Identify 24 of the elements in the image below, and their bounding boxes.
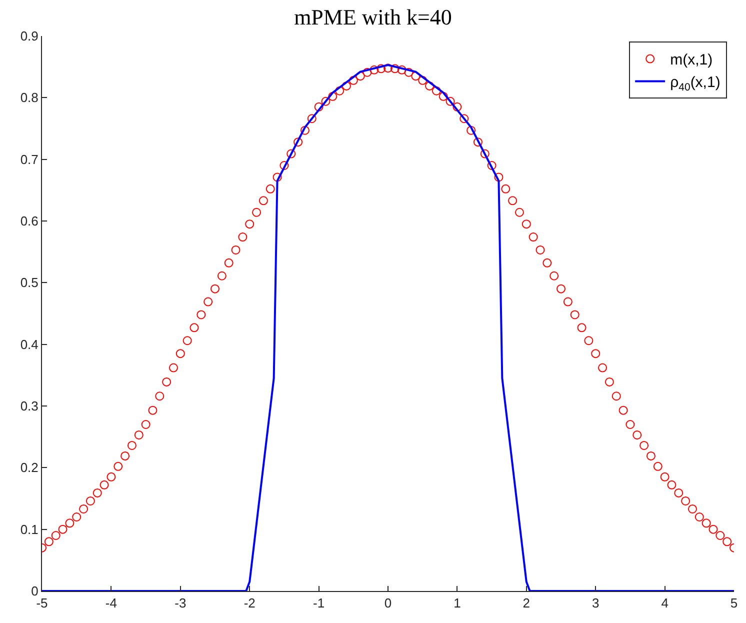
x-tick-label: -2 xyxy=(244,596,256,611)
y-tick-label: 0 xyxy=(31,584,38,599)
legend-label: m(x,1) xyxy=(670,52,713,69)
x-tick-label: -4 xyxy=(105,596,117,611)
y-tick-label: 0.8 xyxy=(20,90,38,106)
x-tick-label: -3 xyxy=(174,596,186,611)
x-tick-label: 3 xyxy=(592,596,600,611)
y-tick-label: 0.1 xyxy=(20,522,38,537)
x-tick-label: 2 xyxy=(522,596,530,611)
x-tick-label: 0 xyxy=(384,596,392,611)
y-tick-label: 0.5 xyxy=(20,275,38,290)
x-tick-label: -1 xyxy=(313,596,325,611)
x-tick-label: 4 xyxy=(661,596,668,611)
chart-title: mPME with k=40 xyxy=(294,4,452,30)
x-tick-label: -5 xyxy=(36,596,48,611)
y-tick-label: 0.2 xyxy=(20,460,38,476)
y-tick-label: 0.9 xyxy=(20,28,38,44)
x-tick-label: 5 xyxy=(730,596,738,611)
x-tick-label: 1 xyxy=(454,596,461,611)
y-tick-label: 0.4 xyxy=(20,336,38,352)
y-tick-label: 0.7 xyxy=(20,152,38,167)
y-tick-label: 0.3 xyxy=(20,398,38,414)
y-tick-label: 0.6 xyxy=(20,214,38,229)
legend-label: ρ$_{40}$(x,1) xyxy=(670,74,720,94)
